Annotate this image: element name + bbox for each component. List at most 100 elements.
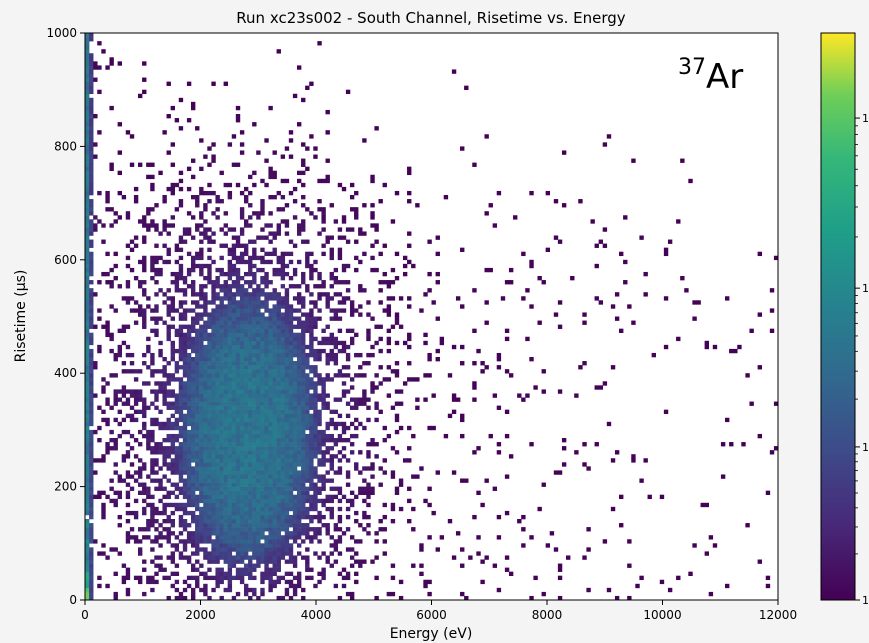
heatmap-bin [154,328,159,333]
heatmap-bin [235,506,241,512]
heatmap-bin [129,535,135,540]
heatmap-bin [207,369,212,374]
heatmap-bin [284,316,290,321]
heatmap-bin [89,583,94,589]
heatmap-bin [231,389,237,394]
heatmap-bin [243,413,249,419]
heatmap-bin [276,267,281,273]
heatmap-bin [398,478,404,483]
heatmap-bin [292,458,298,463]
heatmap-bin [252,352,257,358]
heatmap-bin [178,312,184,317]
heatmap-bin [305,506,310,512]
heatmap-bin [150,514,155,520]
heatmap-bin [243,247,249,252]
heatmap-bin [284,361,290,366]
heatmap-bin [252,510,257,516]
heatmap-bin [305,498,310,504]
heatmap-bin [264,182,269,188]
heatmap-bin [207,502,212,508]
heatmap-bin [109,405,114,410]
heatmap-bin [235,271,241,277]
heatmap-bin [248,405,253,410]
heatmap-bin [276,462,281,467]
heatmap-bin [97,348,102,354]
heatmap-bin [309,498,314,504]
heatmap-bin [219,502,224,508]
heatmap-bin [341,186,347,192]
heatmap-bin [199,397,204,402]
heatmap-bin [85,280,90,285]
heatmap-bin [231,506,237,512]
heatmap-bin [256,429,261,435]
heatmap-bin [260,438,265,443]
heatmap-bin [362,514,367,520]
heatmap-bin [256,385,261,390]
heatmap-bin [268,352,273,358]
heatmap-bin [496,405,502,410]
heatmap-bin [378,336,383,342]
heatmap-bin [248,510,253,516]
heatmap-bin [272,195,277,200]
heatmap-bin [235,239,241,244]
heatmap-bin [268,280,273,285]
heatmap-bin [235,304,241,309]
heatmap-bin [280,263,286,269]
heatmap-bin [256,381,261,386]
heatmap-bin [219,519,224,524]
heatmap-bin [268,324,273,329]
heatmap-bin [211,450,216,455]
heatmap-bin [186,583,192,589]
heatmap-bin [317,571,322,576]
heatmap-bin [190,591,196,597]
heatmap-bin [606,134,612,139]
heatmap-bin [109,336,114,342]
heatmap-bin [284,559,290,564]
heatmap-bin [252,122,257,127]
heatmap-bin [239,324,245,329]
heatmap-bin [301,474,306,479]
heatmap-bin [239,567,245,572]
heatmap-bin [248,381,253,386]
heatmap-bin [203,547,208,552]
heatmap-bin [256,413,261,419]
heatmap-bin [252,519,257,524]
heatmap-bin [248,543,253,548]
heatmap-bin [109,57,114,62]
heatmap-bin [207,458,212,463]
heatmap-bin [301,352,306,358]
heatmap-bin [182,442,188,447]
heatmap-bin [333,438,339,443]
heatmap-bin [211,300,216,305]
heatmap-bin [203,365,208,370]
heatmap-bin [166,247,171,252]
heatmap-bin [602,381,608,386]
heatmap-bin [337,527,343,532]
heatmap-bin [260,357,265,362]
heatmap-bin [663,344,669,350]
heatmap-bin [264,336,269,342]
heatmap-bin [288,332,294,338]
heatmap-bin [268,369,273,374]
heatmap-bin [268,429,273,435]
heatmap-bin [231,385,237,390]
heatmap-bin [142,397,147,402]
heatmap-bin [292,527,298,532]
heatmap-bin [280,312,286,317]
heatmap-bin [162,494,167,500]
heatmap-bin [166,417,171,423]
heatmap-bin [268,389,273,394]
heatmap-bin [219,296,224,301]
heatmap-bin [215,458,220,463]
heatmap-bin [292,575,298,581]
heatmap-bin [117,474,122,479]
heatmap-bin [166,575,171,581]
heatmap-bin [394,251,400,257]
heatmap-bin [243,195,249,200]
heatmap-bin [186,575,192,581]
heatmap-bin [85,458,90,463]
heatmap-bin [264,280,269,285]
heatmap-bin [248,514,253,520]
heatmap-bin [305,288,310,293]
heatmap-bin [182,288,188,293]
